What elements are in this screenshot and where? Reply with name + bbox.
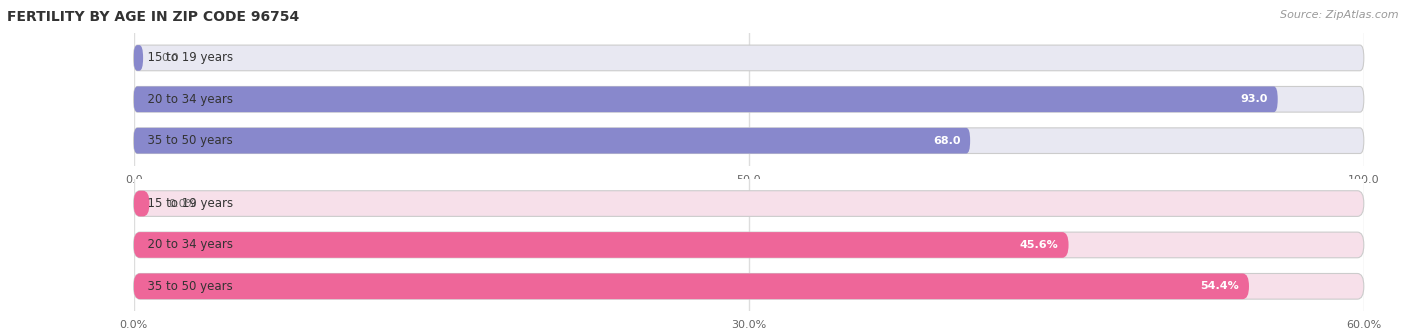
FancyBboxPatch shape [134,128,970,154]
FancyBboxPatch shape [134,232,1364,258]
Text: 35 to 50 years: 35 to 50 years [139,134,232,147]
FancyBboxPatch shape [134,128,1364,154]
FancyBboxPatch shape [134,45,1364,71]
Text: 45.6%: 45.6% [1019,240,1059,250]
Text: 35 to 50 years: 35 to 50 years [139,280,232,293]
Text: FERTILITY BY AGE IN ZIP CODE 96754: FERTILITY BY AGE IN ZIP CODE 96754 [7,10,299,24]
FancyBboxPatch shape [134,273,1364,299]
FancyBboxPatch shape [134,232,1069,258]
FancyBboxPatch shape [134,45,143,71]
Text: 0.0: 0.0 [162,53,179,63]
Text: 93.0: 93.0 [1240,94,1268,104]
FancyBboxPatch shape [134,191,1364,216]
Text: 68.0: 68.0 [932,136,960,146]
Text: 15 to 19 years: 15 to 19 years [139,197,233,210]
Text: 0.0%: 0.0% [167,199,197,209]
Text: 20 to 34 years: 20 to 34 years [139,238,233,252]
Text: Source: ZipAtlas.com: Source: ZipAtlas.com [1281,10,1399,20]
Text: 54.4%: 54.4% [1201,281,1239,291]
Text: 15 to 19 years: 15 to 19 years [139,51,233,65]
Text: 20 to 34 years: 20 to 34 years [139,93,233,106]
FancyBboxPatch shape [134,86,1364,112]
FancyBboxPatch shape [134,86,1278,112]
FancyBboxPatch shape [134,273,1249,299]
FancyBboxPatch shape [134,191,149,216]
